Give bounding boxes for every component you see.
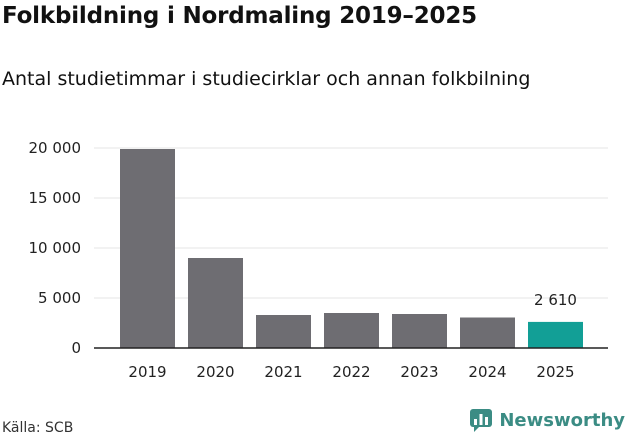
x-tick-label: 2019 bbox=[128, 363, 166, 381]
chart-subtitle: Antal studietimmar i studiecirklar och a… bbox=[2, 68, 531, 90]
x-tick-label: 2023 bbox=[400, 363, 438, 381]
y-tick-label: 15 000 bbox=[29, 189, 82, 207]
y-tick-label: 5 000 bbox=[38, 289, 81, 307]
x-tick-label: 2025 bbox=[536, 363, 574, 381]
x-tick-label: 2024 bbox=[468, 363, 506, 381]
x-tick-label: 2020 bbox=[196, 363, 234, 381]
brand-name: Newsworthy bbox=[499, 409, 625, 431]
bars bbox=[120, 149, 583, 348]
y-tick-label: 20 000 bbox=[29, 139, 82, 157]
x-tick-label: 2021 bbox=[264, 363, 302, 381]
y-tick-label: 10 000 bbox=[29, 239, 82, 257]
x-tick-label: 2022 bbox=[332, 363, 370, 381]
data-label: 2 610 bbox=[534, 291, 577, 309]
gridlines bbox=[94, 147, 608, 299]
bar-2019 bbox=[120, 149, 175, 348]
y-tick-label: 0 bbox=[71, 339, 81, 357]
chart-title: Folkbildning i Nordmaling 2019–2025 bbox=[2, 3, 477, 29]
bar-2021 bbox=[256, 315, 311, 348]
bar-2024 bbox=[460, 317, 515, 348]
bar-2023 bbox=[392, 314, 447, 348]
bar-2020 bbox=[188, 258, 243, 348]
source-note: Källa: SCB bbox=[2, 420, 74, 436]
bar-2022 bbox=[324, 313, 379, 348]
brand-logo: Newsworthy bbox=[469, 408, 625, 432]
bar-2025 bbox=[528, 321, 583, 348]
newsworthy-logo-icon bbox=[470, 409, 493, 432]
labels: 0 5 000 10 000 15 000 20 000 2019 2020 2021 2022… bbox=[29, 139, 577, 381]
